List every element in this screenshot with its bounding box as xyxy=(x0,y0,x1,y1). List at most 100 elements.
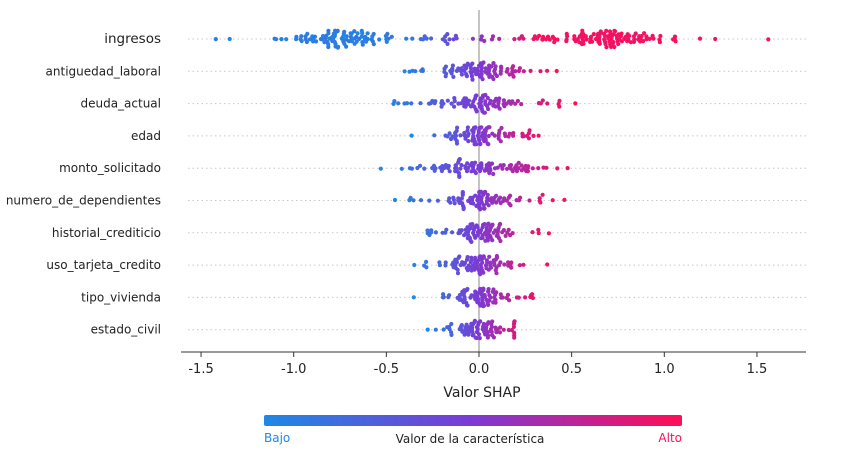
shap-point xyxy=(433,166,438,171)
shap-point xyxy=(470,325,475,330)
shap-point xyxy=(472,318,477,323)
shap-point xyxy=(498,163,503,168)
shap-point xyxy=(447,37,452,42)
shap-point xyxy=(476,332,482,337)
shap-point xyxy=(486,320,491,325)
shap-point xyxy=(465,125,470,130)
shap-point xyxy=(443,74,448,79)
shap-point xyxy=(471,332,476,337)
shap-point xyxy=(527,128,532,133)
shap-point xyxy=(486,302,491,307)
shap-point xyxy=(465,102,471,107)
shap-point xyxy=(498,195,503,200)
shap-point xyxy=(530,292,535,297)
shap-point xyxy=(466,98,472,103)
shap-point xyxy=(492,133,497,138)
shap-point xyxy=(490,238,495,243)
shap-point xyxy=(485,95,490,101)
shap-point xyxy=(494,290,499,295)
shap-point xyxy=(557,98,562,103)
shap-point xyxy=(491,61,496,66)
shap-point xyxy=(491,287,496,292)
shap-point xyxy=(465,268,470,273)
shap-point xyxy=(279,37,284,42)
shap-point xyxy=(483,99,488,104)
feature-labels: ingresos antiguedad_laboral deuda_actualed… xyxy=(6,31,161,337)
shap-point xyxy=(489,329,494,334)
shap-point xyxy=(530,166,535,171)
shap-point xyxy=(335,28,340,34)
shap-point xyxy=(672,34,678,39)
shap-point xyxy=(284,37,289,42)
shap-point xyxy=(651,36,656,41)
shap-point xyxy=(460,190,465,195)
shap-point xyxy=(459,66,464,71)
shap-point xyxy=(521,134,527,139)
shap-point xyxy=(564,39,569,44)
shap-point xyxy=(493,300,498,305)
shap-point xyxy=(457,254,462,259)
shap-point xyxy=(473,235,478,240)
shap-point xyxy=(487,125,492,130)
shap-point xyxy=(583,34,588,39)
shap-point xyxy=(468,226,473,231)
shap-point xyxy=(489,161,495,166)
shap-point xyxy=(410,36,415,41)
shap-point xyxy=(453,163,458,168)
shap-point xyxy=(521,262,526,267)
shap-point xyxy=(494,254,499,259)
shap-point xyxy=(507,298,512,303)
shap-point xyxy=(455,125,460,130)
shap-point xyxy=(470,77,475,82)
shap-point xyxy=(469,255,474,260)
shap-point xyxy=(482,293,487,298)
shap-point xyxy=(411,295,416,300)
shap-point xyxy=(349,39,354,44)
shap-point xyxy=(497,36,502,42)
shap-point xyxy=(473,170,478,176)
feature-label: historial_crediticio xyxy=(52,226,161,240)
shap-point xyxy=(470,36,475,41)
shap-point xyxy=(348,34,353,39)
shap-point xyxy=(479,163,484,168)
colorbar-low-label: Bajo xyxy=(264,431,290,445)
shap-point xyxy=(458,101,463,106)
shap-point xyxy=(305,31,310,36)
shap-point xyxy=(516,295,521,300)
shap-point xyxy=(601,31,607,36)
colorbar-high-label: Alto xyxy=(658,431,682,445)
shap-point xyxy=(478,142,483,147)
shap-point xyxy=(531,133,536,138)
shap-point xyxy=(557,104,562,109)
shap-point xyxy=(482,110,487,115)
shap-point xyxy=(466,166,471,171)
shap-point xyxy=(485,192,490,198)
shap-point xyxy=(475,225,480,230)
shap-point xyxy=(506,227,511,232)
shap-point xyxy=(511,74,516,79)
shap-point xyxy=(498,260,503,265)
shap-point xyxy=(486,203,491,208)
shap-point xyxy=(512,335,517,340)
shap-point xyxy=(470,222,475,227)
shap-point xyxy=(536,227,541,232)
shap-point xyxy=(405,101,410,106)
shap-point xyxy=(466,139,471,144)
shap-point xyxy=(469,169,474,174)
shap-point xyxy=(484,258,489,263)
shap-point xyxy=(536,133,541,138)
shap-point xyxy=(488,260,493,265)
shap-point xyxy=(384,39,389,45)
shap-point xyxy=(213,37,218,42)
shap-point xyxy=(612,29,618,34)
shap-point xyxy=(483,66,488,71)
shap-point xyxy=(555,37,560,42)
shap-point xyxy=(479,125,484,130)
shap-point xyxy=(486,287,491,292)
shap-point xyxy=(516,166,521,171)
shap-point xyxy=(498,71,503,76)
shap-point xyxy=(523,295,528,300)
shap-point xyxy=(488,98,493,103)
shap-point xyxy=(497,106,502,111)
shap-point xyxy=(447,169,452,174)
